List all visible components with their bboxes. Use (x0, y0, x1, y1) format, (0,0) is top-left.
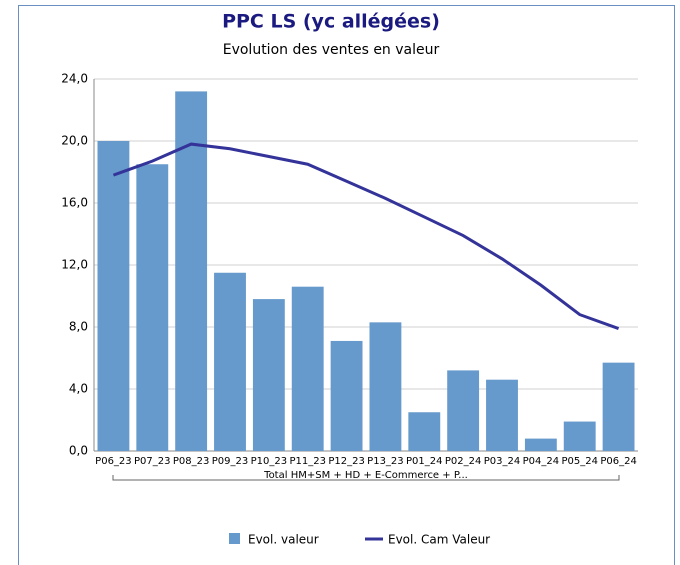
bar (563, 421, 596, 451)
y-tick-label: 12,0 (61, 258, 88, 272)
x-tick-label: P04_24 (523, 456, 559, 467)
bar (486, 379, 518, 451)
bar (175, 91, 208, 452)
x-tick-label: P08_23 (173, 456, 209, 467)
bar (602, 362, 635, 451)
group-label: Total HM+SM + HD + E-Commerce + P... (263, 470, 468, 481)
bar (252, 299, 285, 451)
chart-subtitle: Evolution des ventes en valeur (223, 42, 440, 58)
chart-title: PPC LS (yc allégées) (222, 11, 440, 33)
x-tick-label: P11_23 (289, 456, 325, 467)
x-tick-label: P06_24 (600, 456, 636, 467)
x-tick-label: P12_23 (328, 456, 364, 467)
y-tick-label: 24,0 (61, 72, 88, 86)
frame (18, 5, 675, 565)
legend-swatch (229, 533, 240, 544)
bar (524, 438, 557, 451)
bar (447, 370, 480, 451)
group-bracket (112, 475, 620, 481)
x-tick-label: P01_24 (406, 456, 442, 467)
x-tick-label: P05_24 (561, 456, 597, 467)
y-tick-label: 0,0 (69, 444, 88, 458)
y-tick-label: 4,0 (69, 382, 88, 396)
x-tick-label: P06_23 (95, 456, 131, 467)
y-tick-label: 20,0 (61, 134, 88, 148)
bar (97, 141, 130, 451)
line (112, 142, 620, 330)
bar (136, 164, 169, 451)
x-tick-label: P13_23 (367, 456, 403, 467)
bar (214, 272, 246, 451)
bar (291, 286, 324, 451)
y-tick-label: 16,0 (61, 196, 88, 210)
x-tick-label: P02_24 (445, 456, 481, 467)
bar (330, 340, 363, 451)
legend-label: Evol. Cam Valeur (388, 533, 490, 547)
bar (408, 412, 441, 451)
legend-label: Evol. valeur (248, 533, 319, 547)
x-tick-label: P03_24 (484, 456, 520, 467)
y-tick-label: 8,0 (69, 320, 88, 334)
x-tick-label: P09_23 (212, 456, 248, 467)
x-tick-label: P10_23 (251, 456, 287, 467)
bar (369, 322, 402, 451)
x-tick-label: P07_23 (134, 456, 170, 467)
